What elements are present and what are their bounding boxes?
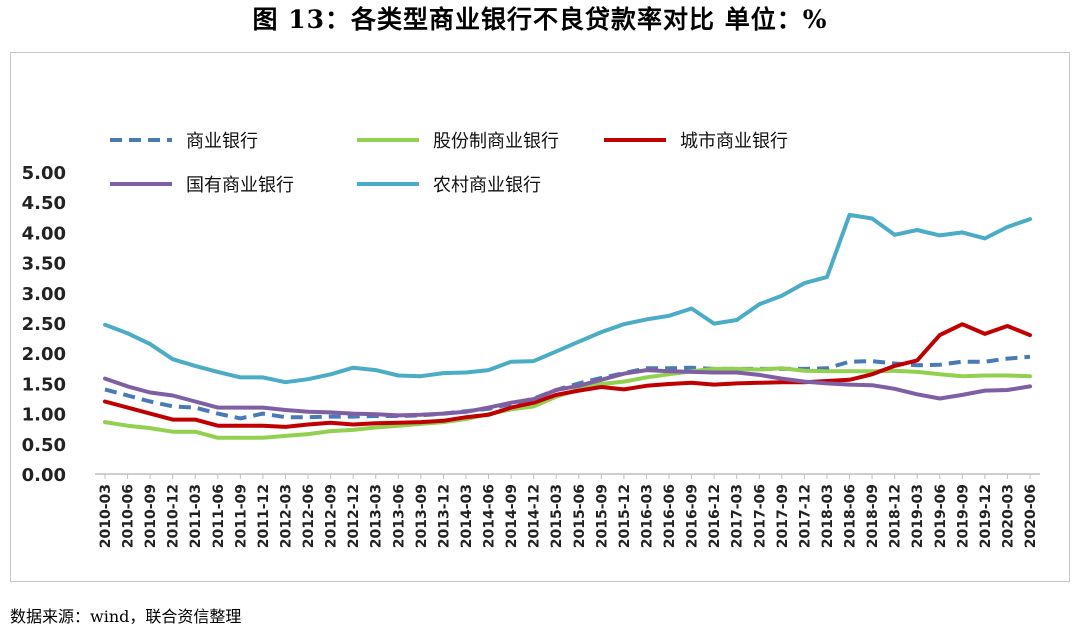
x-tick-label: 2016-12 xyxy=(707,484,723,548)
x-tick-label: 2019-09 xyxy=(955,484,971,548)
y-tick-label: 2.00 xyxy=(22,344,66,365)
x-tick-label: 2011-03 xyxy=(188,484,204,548)
x-tick-label: 2012-06 xyxy=(301,484,317,548)
x-tick-label: 2010-06 xyxy=(121,484,137,548)
x-tick-label: 2013-03 xyxy=(369,484,385,548)
x-tick-label: 2016-03 xyxy=(639,484,655,548)
x-tick-label: 2012-09 xyxy=(324,484,340,548)
x-tick-label: 2017-12 xyxy=(797,484,813,548)
x-tick-label: 2018-03 xyxy=(820,484,836,548)
series-line xyxy=(103,322,1032,429)
y-tick-label: 5.00 xyxy=(22,163,66,184)
x-tick-label: 2014-03 xyxy=(459,484,475,548)
legend-label: 股份制商业银行 xyxy=(433,131,559,152)
x-tick-label: 2020-03 xyxy=(1000,484,1016,548)
y-tick-label: 4.00 xyxy=(22,223,66,244)
legend-label: 商业银行 xyxy=(186,131,258,152)
x-tick-label: 2015-09 xyxy=(594,484,610,548)
x-tick-label: 2018-09 xyxy=(865,484,881,548)
x-tick-label: 2013-12 xyxy=(436,484,452,548)
x-tick-label: 2014-12 xyxy=(527,484,543,548)
x-tick-label: 2017-03 xyxy=(730,484,746,548)
x-tick-label: 2010-03 xyxy=(98,484,114,548)
legend-label: 城市商业银行 xyxy=(680,131,788,152)
x-tick-label: 2013-06 xyxy=(391,484,407,548)
x-tick-label: 2016-09 xyxy=(685,484,701,548)
x-tick-label: 2013-09 xyxy=(414,484,430,548)
y-tick-label: 1.00 xyxy=(22,405,66,426)
series-line xyxy=(103,212,1032,385)
x-tick-label: 2012-03 xyxy=(278,484,294,548)
series-line xyxy=(104,354,1031,421)
x-tick-label: 2011-09 xyxy=(233,484,249,548)
chart-frame xyxy=(10,52,1070,582)
x-tick-label: 2017-09 xyxy=(775,484,791,548)
y-tick-label: 3.00 xyxy=(22,284,66,305)
legend-label: 农村商业银行 xyxy=(433,175,541,196)
x-tick-label: 2020-06 xyxy=(1023,484,1039,548)
x-tick-label: 2016-06 xyxy=(662,484,678,548)
x-tick-label: 2010-12 xyxy=(166,484,182,548)
x-tick-label: 2012-12 xyxy=(346,484,362,548)
x-tick-label: 2011-12 xyxy=(256,484,272,548)
y-tick-label: 0.00 xyxy=(22,465,66,486)
x-tick-label: 2011-06 xyxy=(211,484,227,548)
x-tick-label: 2014-06 xyxy=(482,484,498,548)
x-tick-label: 2019-06 xyxy=(933,484,949,548)
x-tick-label: 2019-12 xyxy=(978,484,994,548)
x-tick-label: 2015-06 xyxy=(572,484,588,548)
legend-label: 国有商业银行 xyxy=(186,175,294,196)
x-tick-label: 2015-03 xyxy=(549,484,565,548)
series-line xyxy=(103,368,1032,418)
x-tick-label: 2014-09 xyxy=(504,484,520,548)
y-tick-label: 2.50 xyxy=(22,314,66,335)
x-tick-label: 2018-12 xyxy=(888,484,904,548)
x-tick-label: 2017-06 xyxy=(752,484,768,548)
y-tick-label: 3.50 xyxy=(22,254,66,275)
source-note: 数据来源：wind，联合资信整理 xyxy=(10,607,242,626)
chart-title: 图 13：各类型商业银行不良贷款率对比 单位：% xyxy=(252,5,828,34)
y-tick-label: 0.50 xyxy=(22,435,66,456)
x-tick-label: 2010-09 xyxy=(143,484,159,548)
x-tick-label: 2018-06 xyxy=(843,484,859,548)
y-tick-label: 4.50 xyxy=(22,193,66,214)
x-tick-label: 2019-03 xyxy=(910,484,926,548)
line-chart: 0.00 0.50 1.00 1.50 2.00 2.50 3.00 3.50 4.00 4.50… xyxy=(22,131,1040,548)
y-tick-label: 1.50 xyxy=(22,374,66,395)
x-tick-label: 2015-12 xyxy=(617,484,633,548)
